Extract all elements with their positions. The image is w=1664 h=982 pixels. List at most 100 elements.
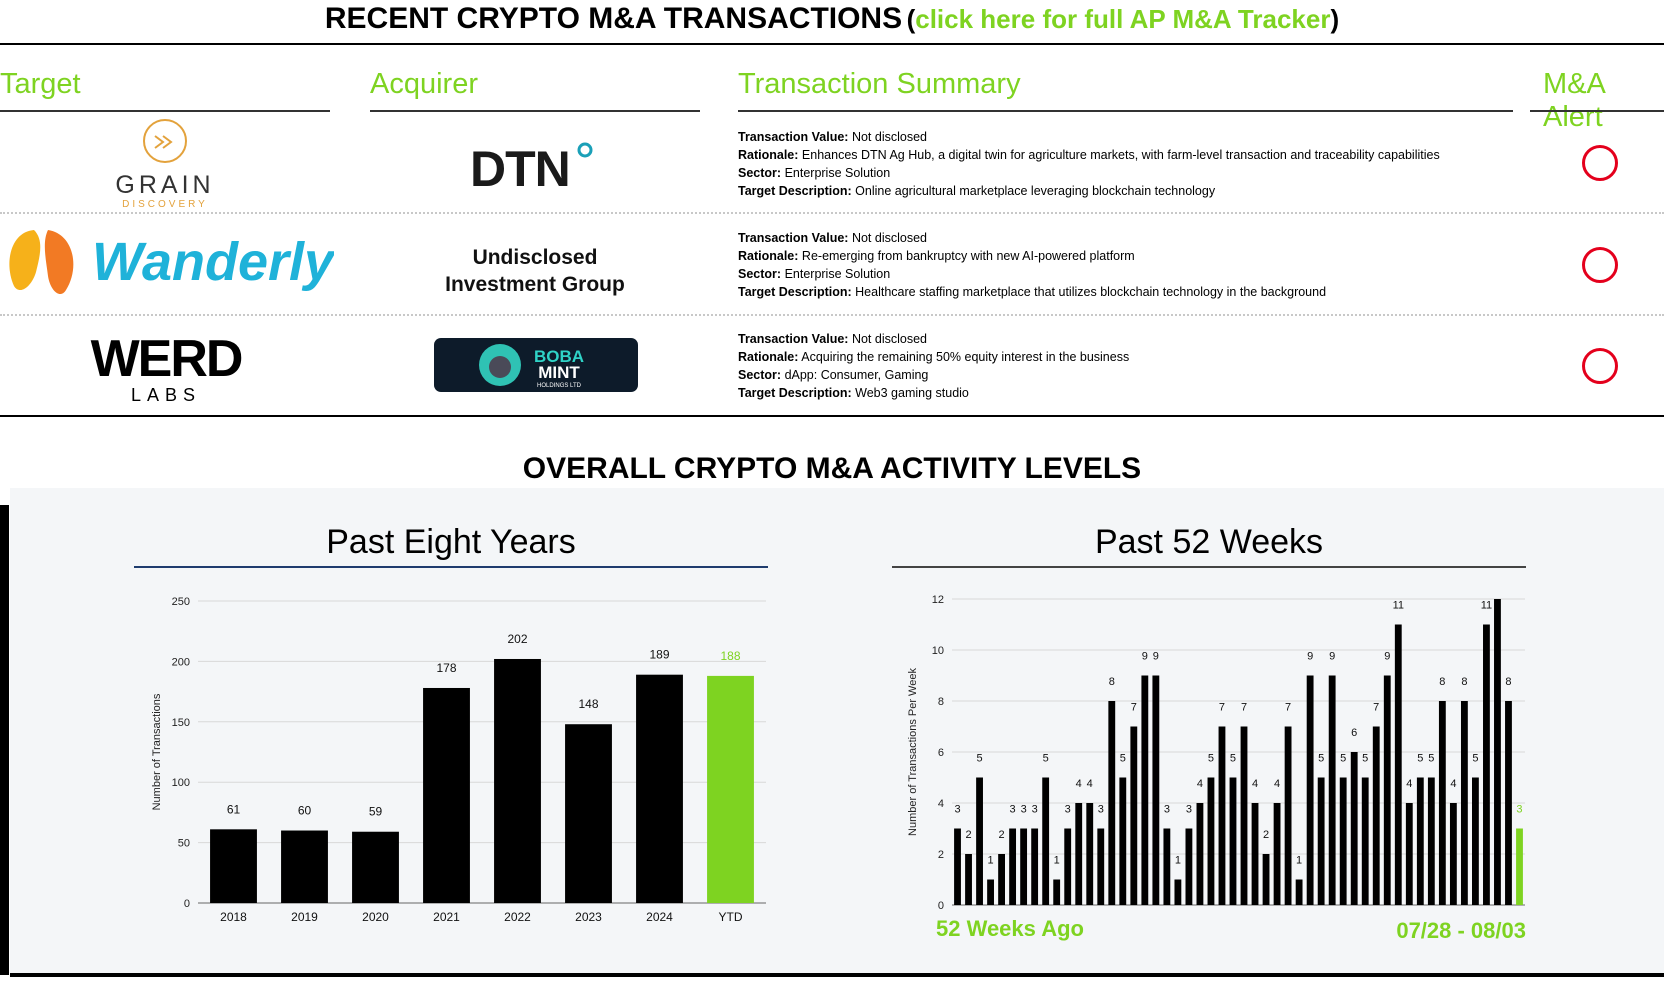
bar [998, 854, 1006, 905]
chart-title-rule-years [134, 566, 768, 568]
transaction-value: Not disclosed [851, 231, 927, 245]
grain-logo-sub: DISCOVERY [122, 199, 208, 210]
x-tick-label: 2022 [504, 910, 531, 924]
data-label: 2 [999, 829, 1005, 841]
bar [1460, 701, 1468, 905]
panel-left-border [0, 505, 9, 975]
x-tick-label: 2019 [291, 910, 318, 924]
table-bottom-rule [0, 415, 1664, 417]
bar-chart-years: 0501001502002506120186020195920201782021… [151, 596, 766, 924]
paren-open: ( [906, 4, 916, 34]
column-rule-target [0, 110, 330, 112]
bar [1207, 777, 1215, 905]
data-label: 1 [1296, 855, 1302, 867]
werd-logo-sub: LABS [131, 385, 201, 404]
x-tick-label: YTD [719, 910, 743, 924]
bar [423, 687, 470, 903]
column-rule-alert [1530, 110, 1664, 112]
wanderly-mark: Wanderly [9, 230, 337, 295]
y-tick-label: 10 [932, 645, 944, 657]
data-label: 4 [1274, 778, 1280, 790]
bar [1317, 777, 1325, 905]
data-label: 5 [1230, 753, 1236, 765]
mint-logo-text: MINT [538, 363, 580, 382]
transaction-rationale: Enhances DTN Ag Hub, a digital twin for … [801, 148, 1440, 162]
data-label: 7 [1219, 702, 1225, 714]
data-label: 12 [1491, 585, 1503, 586]
x-tick-label: 2018 [220, 910, 247, 924]
bar [1306, 675, 1314, 905]
y-tick-label: 0 [938, 900, 944, 912]
bar [1108, 701, 1116, 905]
data-label: 5 [1120, 753, 1126, 765]
bar [1438, 701, 1446, 905]
bar [1152, 675, 1160, 905]
bar [1471, 777, 1479, 905]
bar [1449, 803, 1457, 905]
weeks-start-label: 52 Weeks Ago [936, 916, 1084, 941]
bar [1251, 803, 1259, 905]
full-tracker-link[interactable]: click here for full AP M&A Tracker [915, 4, 1331, 34]
ma-alert-icon[interactable] [1582, 145, 1618, 181]
data-label: 5 [1318, 753, 1324, 765]
bar [1053, 879, 1061, 905]
bar [636, 674, 683, 903]
bar [1262, 854, 1270, 905]
data-label: 4 [1406, 778, 1412, 790]
transaction-description: Web3 gaming studio [855, 386, 969, 400]
data-label: 3 [1065, 804, 1071, 816]
bar [1416, 777, 1424, 905]
y-tick-label: 200 [172, 656, 190, 668]
bar [565, 724, 612, 903]
bar [707, 675, 754, 903]
data-label: 7 [1131, 702, 1137, 714]
weeks-end-label: 07/28 - 08/03 [1396, 918, 1526, 943]
data-label: 2 [965, 829, 971, 841]
data-label: 59 [369, 805, 383, 819]
dtn-logo: DTN [470, 138, 600, 197]
bar [1064, 828, 1072, 905]
data-label: 3 [1098, 804, 1104, 816]
bar [1141, 675, 1149, 905]
data-label: 61 [227, 802, 241, 816]
bar [210, 829, 257, 903]
bar [1229, 777, 1237, 905]
bar [1163, 828, 1171, 905]
data-label: 11 [1393, 600, 1404, 612]
bar [1505, 701, 1512, 905]
paren-close: ) [1330, 4, 1340, 34]
data-label: 9 [1329, 651, 1335, 663]
data-label: 3 [1010, 804, 1016, 816]
bar [1361, 777, 1369, 905]
bar [1086, 803, 1094, 905]
bar [1130, 726, 1138, 905]
x-tick-label: 2024 [646, 910, 673, 924]
transaction-rationale: Acquiring the remaining 50% equity inter… [801, 350, 1130, 364]
bar [281, 830, 328, 903]
page-header: RECENT CRYPTO M&A TRANSACTIONS (click he… [0, 0, 1664, 40]
ma-alert-icon[interactable] [1582, 247, 1618, 283]
y-tick-label: 150 [172, 717, 190, 729]
dtn-mark: DTN [470, 141, 593, 197]
data-label: 4 [1450, 778, 1456, 790]
bar [1328, 675, 1336, 905]
data-label: 8 [1461, 676, 1467, 688]
ma-alert-icon[interactable] [1582, 348, 1618, 384]
bar [987, 879, 994, 905]
bar [965, 854, 972, 905]
row-divider [0, 314, 1664, 316]
column-rule-acquirer [370, 110, 700, 112]
row-divider [0, 212, 1664, 214]
data-label: 9 [1384, 651, 1390, 663]
data-label: 3 [1164, 804, 1170, 816]
page-title: RECENT CRYPTO M&A TRANSACTIONS [324, 2, 903, 35]
data-label: 5 [1362, 753, 1368, 765]
x-tick-label: 2020 [362, 910, 389, 924]
data-label: 3 [1021, 804, 1027, 816]
y-tick-label: 6 [938, 747, 944, 759]
data-label: 1 [1175, 855, 1181, 867]
column-rule-summary [738, 110, 1513, 112]
chart-title-weeks: Past 52 Weeks [1094, 523, 1324, 561]
data-label: 8 [1439, 676, 1445, 688]
bar [1350, 752, 1358, 905]
